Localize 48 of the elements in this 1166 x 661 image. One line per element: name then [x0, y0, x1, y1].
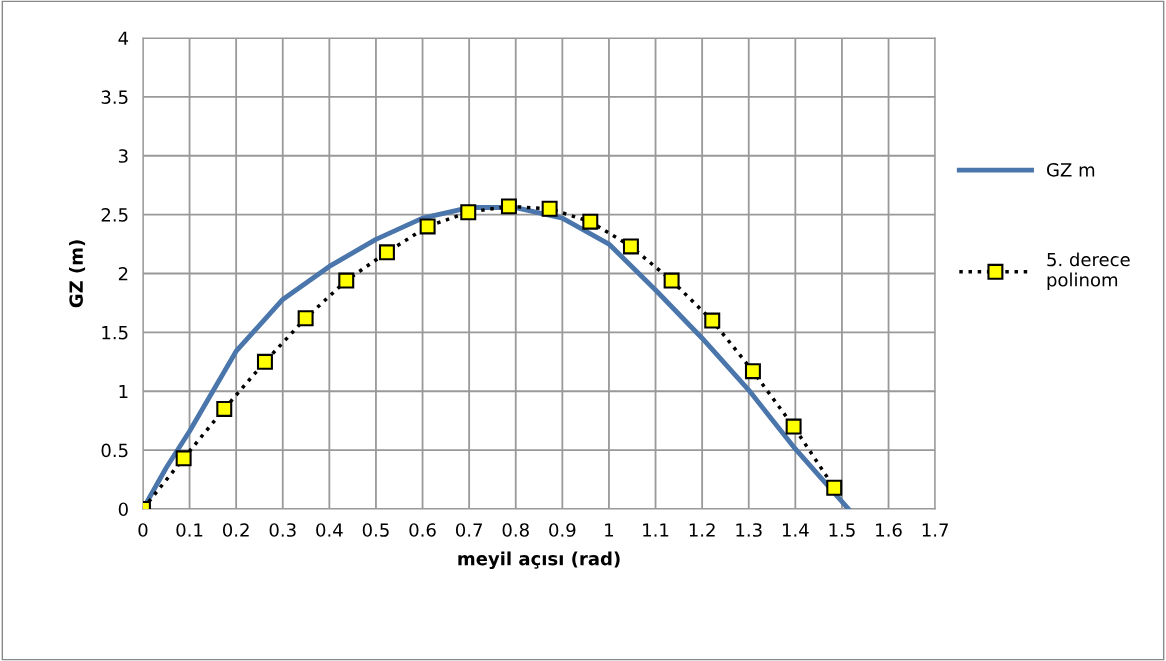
- x-tick-label: 0.9: [549, 523, 576, 537]
- x-axis-title: meyil açısı (rad): [458, 551, 620, 570]
- point: [175, 450, 192, 467]
- legend-label: GZ m: [1046, 163, 1095, 177]
- x-tick-label: 0.2: [222, 523, 249, 537]
- x-tick-label: 1.6: [876, 523, 902, 537]
- point: [256, 353, 273, 370]
- point: [785, 418, 802, 435]
- point: [378, 244, 395, 261]
- x-tick-label: 1: [605, 523, 614, 537]
- x-tick-label: 1.3: [736, 523, 762, 537]
- x-tick-label: 0.3: [269, 523, 296, 537]
- y-tick-label: 1: [119, 384, 128, 399]
- x-tick-label: 1.1: [643, 523, 669, 537]
- x-tick-label: 0.8: [502, 523, 529, 537]
- x-tick-label: 0: [138, 523, 148, 537]
- y-tick-label: 0.5: [101, 443, 128, 458]
- y-tick-label: 3: [118, 149, 128, 163]
- x-tick-label: 1.7: [922, 523, 948, 537]
- point: [582, 213, 599, 230]
- point: [460, 204, 477, 221]
- x-tick-label: 0.7: [455, 523, 482, 537]
- point: [622, 238, 639, 255]
- y-tick-label: 0: [118, 502, 128, 517]
- x-tick-label: 1.2: [689, 523, 715, 537]
- y-tick-label: 1.5: [102, 326, 128, 340]
- point: [826, 479, 843, 496]
- y-axis-title: GZ (m): [69, 240, 86, 308]
- point: [704, 312, 721, 329]
- x-tick-label: 0.1: [176, 523, 203, 537]
- point: [338, 272, 355, 289]
- x-tick-label: 0.5: [362, 523, 389, 537]
- x-tick-label: 1.4: [782, 523, 809, 537]
- legend-label: 5. derece polinom: [1047, 252, 1130, 291]
- x-tick-label: 1.5: [829, 523, 855, 537]
- point: [663, 272, 680, 289]
- point: [744, 363, 761, 380]
- x-tick-label: 0.6: [409, 523, 436, 537]
- point: [216, 400, 233, 417]
- y-tick-label: 2.5: [101, 208, 128, 222]
- y-tick-label: 2: [118, 266, 128, 281]
- point: [541, 200, 558, 217]
- y-tick-label: 4: [118, 31, 129, 45]
- x-tick-label: 0.4: [316, 523, 343, 537]
- point: [500, 198, 517, 215]
- point: [419, 218, 436, 235]
- y-tick-label: 3.5: [101, 90, 128, 104]
- point: [297, 310, 314, 327]
